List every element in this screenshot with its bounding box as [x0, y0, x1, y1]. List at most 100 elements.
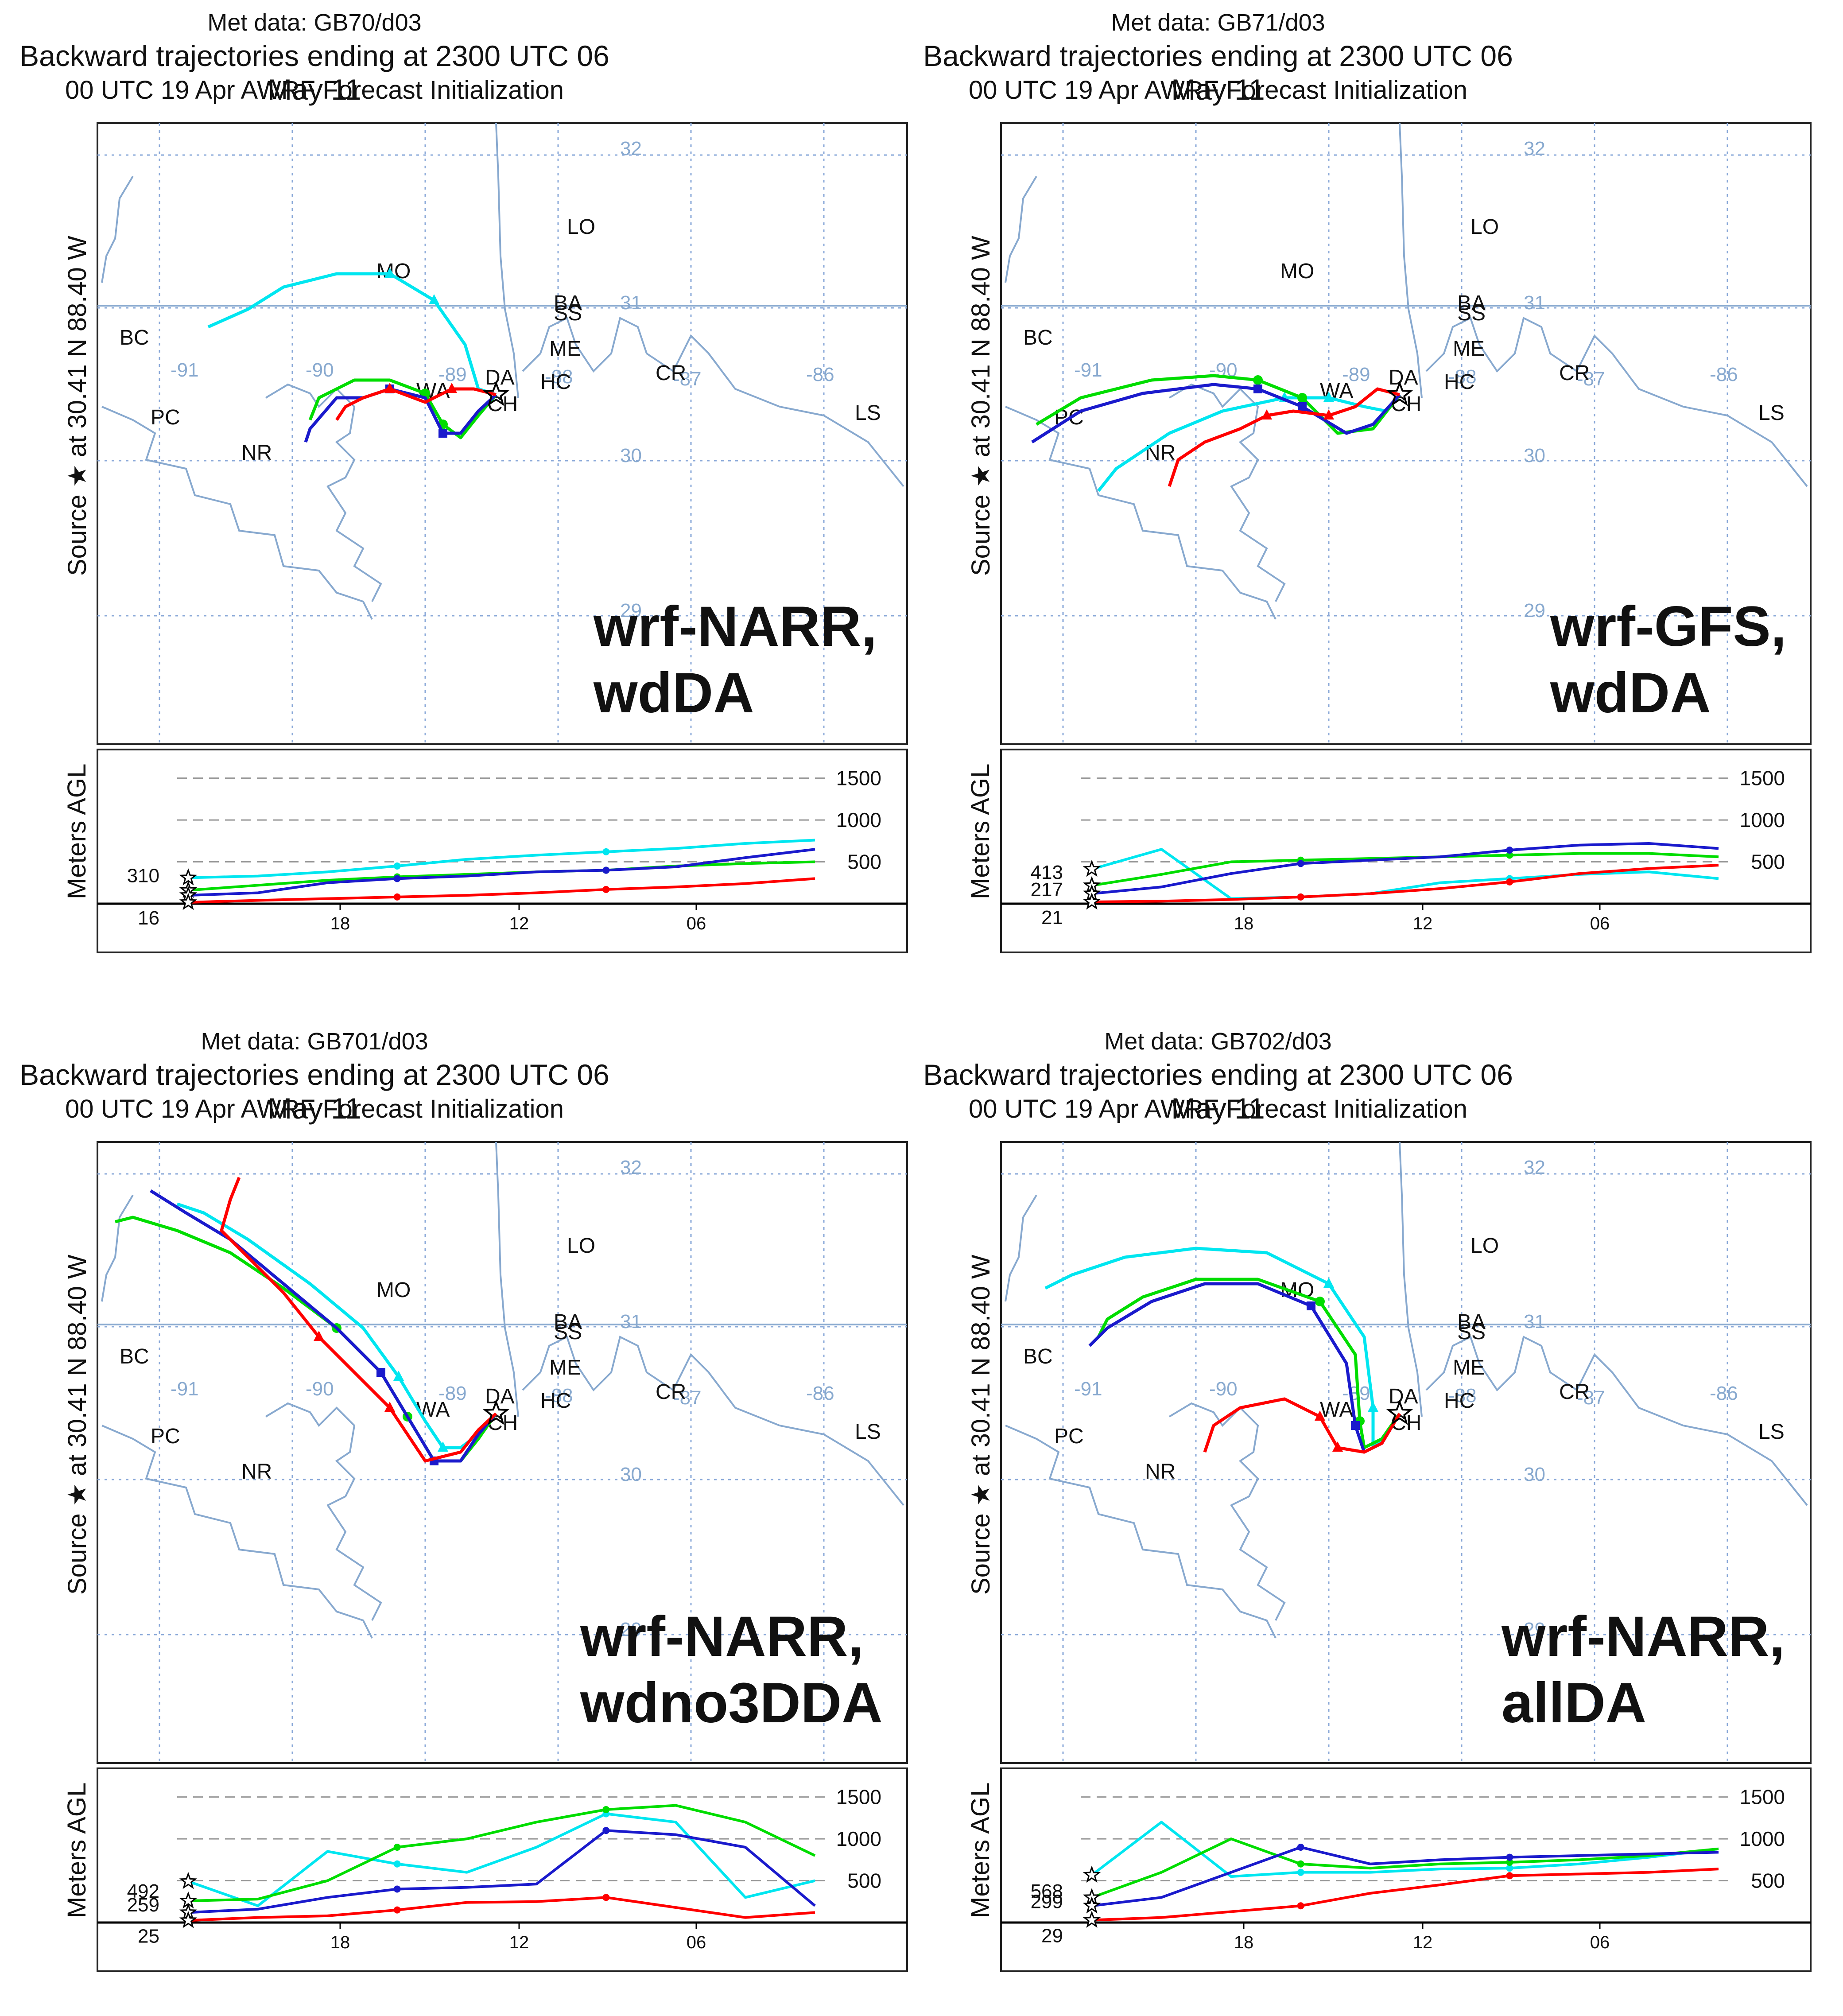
- lon-tick-label: -88: [545, 1385, 573, 1406]
- height-start-star-icon: [1083, 1896, 1101, 1914]
- time-tick-label: 06: [687, 914, 706, 933]
- height-tick-label: 1000: [836, 808, 881, 831]
- source-star-icon: [482, 1399, 510, 1425]
- river-border: [495, 1142, 519, 1417]
- height-series-blue: [188, 848, 815, 897]
- height-series-red: [1091, 864, 1719, 904]
- river-border: [1399, 123, 1423, 398]
- lat-tick-label: 30: [1524, 1464, 1545, 1485]
- place-label-da: DA: [1389, 1385, 1418, 1408]
- map-grid: [1001, 123, 1811, 744]
- lat-tick-label: 30: [1524, 445, 1545, 466]
- height-tick-label: 1500: [1740, 767, 1785, 790]
- height-marker-green: [393, 1844, 401, 1851]
- height-tick-label: 500: [847, 851, 881, 874]
- lat-tick-label: 30: [620, 445, 642, 466]
- trajectory-marker-cyan: [438, 1441, 448, 1452]
- height-tick-label: 1000: [1740, 808, 1785, 831]
- place-label-ba: BA: [554, 291, 582, 315]
- trajectory-marker-red: [1315, 1410, 1325, 1421]
- trajectory-marker-blue: [1307, 1301, 1315, 1310]
- height-marker-red: [602, 1894, 610, 1901]
- height-tick-label: 500: [847, 1869, 881, 1892]
- lat-tick-label: 31: [1524, 292, 1545, 314]
- height-marker-blue: [602, 866, 610, 874]
- river-border: [1399, 1142, 1423, 1417]
- height-marker-green: [1506, 851, 1513, 859]
- coastline-west: [1005, 1194, 1037, 1302]
- trajectory-marker-red: [384, 1402, 395, 1412]
- trajectory-marker-blue: [1253, 385, 1262, 393]
- start-height-label: 310: [127, 865, 159, 886]
- place-label-lo: LO: [1471, 215, 1499, 239]
- height-marker-cyan: [1506, 1865, 1513, 1872]
- height-series-blue: [1091, 1846, 1719, 1907]
- map-frame: [97, 1141, 908, 1764]
- height-tick-label: 500: [1751, 1869, 1785, 1892]
- lon-tick-label: -90: [306, 359, 334, 381]
- place-label-lo: LO: [567, 1234, 595, 1258]
- place-label-ba: BA: [554, 1310, 582, 1334]
- time-tick-label: 12: [509, 914, 529, 933]
- place-label-bc: BC: [1023, 326, 1053, 350]
- lon-tick-label: -90: [306, 1378, 334, 1400]
- start-height-label: 16: [138, 907, 159, 929]
- height-marker-red: [1297, 1902, 1304, 1910]
- start-height-label: 25: [138, 1925, 159, 1947]
- chart-title: Backward trajectories ending at 2300 UTC…: [19, 1058, 609, 1125]
- trajectory-blue: [304, 387, 497, 443]
- height-start-star-icon: [179, 893, 198, 910]
- trajectory-marker-red: [1332, 1441, 1343, 1452]
- height-marker-cyan: [393, 1860, 401, 1868]
- height-series-red: [188, 1896, 815, 1922]
- height-tick-label: 1000: [1740, 1827, 1785, 1850]
- height-tick-label: 1500: [836, 1786, 881, 1809]
- height-marker-blue: [1506, 1853, 1513, 1861]
- met-data-title: Met data: GB70/d03: [207, 9, 422, 36]
- height-series-blue: [1091, 842, 1719, 895]
- height-marker-blue: [602, 1827, 610, 1834]
- height-marker-red: [602, 886, 610, 893]
- height-marker-green: [1506, 1859, 1513, 1866]
- coastline-west: [101, 175, 134, 283]
- trajectory-marker-cyan: [1323, 1278, 1334, 1288]
- lat-tick-label: 32: [620, 138, 642, 159]
- coastline-delta-a: [101, 406, 373, 620]
- coastline-east: [1425, 1336, 1808, 1506]
- lon-tick-label: -86: [806, 364, 834, 385]
- map-grid: [97, 123, 907, 744]
- scenario-label-line2: wdDA: [594, 661, 754, 725]
- height-tick-label: 1000: [836, 1827, 881, 1850]
- init-subtitle: 00 UTC 19 Apr AWRF Forecast Initializati…: [65, 1095, 564, 1123]
- place-label-ss: SS: [1457, 302, 1486, 325]
- trajectory-marker-blue: [1298, 402, 1307, 411]
- place-label-hc: HC: [1444, 370, 1474, 394]
- trajectory-marker-red: [1261, 409, 1272, 420]
- trajectory-marker-cyan: [384, 268, 395, 278]
- scenario-label-line2: wdno3DDA: [580, 1671, 883, 1735]
- place-label-ss: SS: [554, 302, 582, 325]
- place-label-lo: LO: [567, 215, 595, 239]
- height-series-blue: [188, 1829, 816, 1914]
- trajectory-red: [335, 387, 497, 421]
- place-label-me: ME: [1453, 1356, 1485, 1379]
- time-tick-label: 18: [1234, 914, 1254, 933]
- trajectory-marker-green: [1253, 375, 1263, 385]
- place-label-me: ME: [1453, 337, 1485, 361]
- scenario-label-line1: wrf-GFS,: [1550, 595, 1787, 658]
- place-label-bc: BC: [120, 326, 149, 350]
- lon-tick-label: -88: [1448, 366, 1477, 388]
- coastline-delta-a: [1005, 1425, 1277, 1639]
- map-frame: [1000, 122, 1812, 745]
- lat-tick-label: 31: [620, 292, 642, 314]
- coastline-delta-b: [265, 1402, 382, 1621]
- met-data-title: Met data: GB702/d03: [1104, 1028, 1332, 1055]
- height-marker-red: [1506, 1872, 1513, 1880]
- place-label-hc: HC: [540, 370, 571, 394]
- coastline-delta-a: [101, 1425, 373, 1639]
- place-label-me: ME: [549, 1356, 581, 1379]
- height-marker-blue: [1506, 847, 1513, 854]
- height-start-star-icon: [179, 1872, 198, 1889]
